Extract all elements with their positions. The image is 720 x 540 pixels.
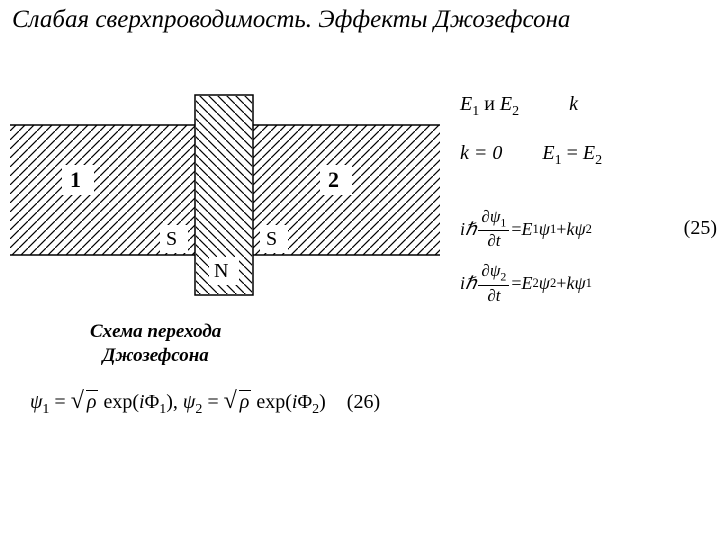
eq25-block: iℏ ∂ψ1 ∂t = E1ψ1 + kψ2 iℏ ∂ψ2 ∂t = E2ψ2 … (460, 207, 715, 306)
page-title: Слабая сверхпроводимость. Эффекты Джозеф… (12, 6, 570, 34)
label-s1: S (166, 228, 177, 250)
label-s2: S (266, 228, 277, 250)
equations-column: E1 и E2 k k = 0 E1 = E2 iℏ ∂ψ1 ∂t = E1ψ1… (460, 85, 715, 316)
eq-line1: E1 и E2 k (460, 93, 715, 120)
diagram-caption: Схема перехода Джозефсона (90, 320, 221, 368)
eq26: ψ1 = √ρ exp(iΦ1), ψ2 = √ρ exp(iΦ2) (26) (30, 388, 380, 418)
label-n: N (214, 260, 228, 282)
eq25-row2: iℏ ∂ψ2 ∂t = E2ψ2 + kψ1 (460, 261, 715, 305)
josephson-diagram: 1 2 S S N (10, 85, 440, 315)
eq26-number: (26) (347, 391, 380, 413)
eq25-number: (25) (684, 217, 717, 240)
label-1: 1 (70, 167, 81, 192)
eq25-row1: iℏ ∂ψ1 ∂t = E1ψ1 + kψ2 (460, 207, 715, 251)
eq-line2: k = 0 E1 = E2 (460, 142, 715, 169)
label-2: 2 (328, 167, 339, 192)
